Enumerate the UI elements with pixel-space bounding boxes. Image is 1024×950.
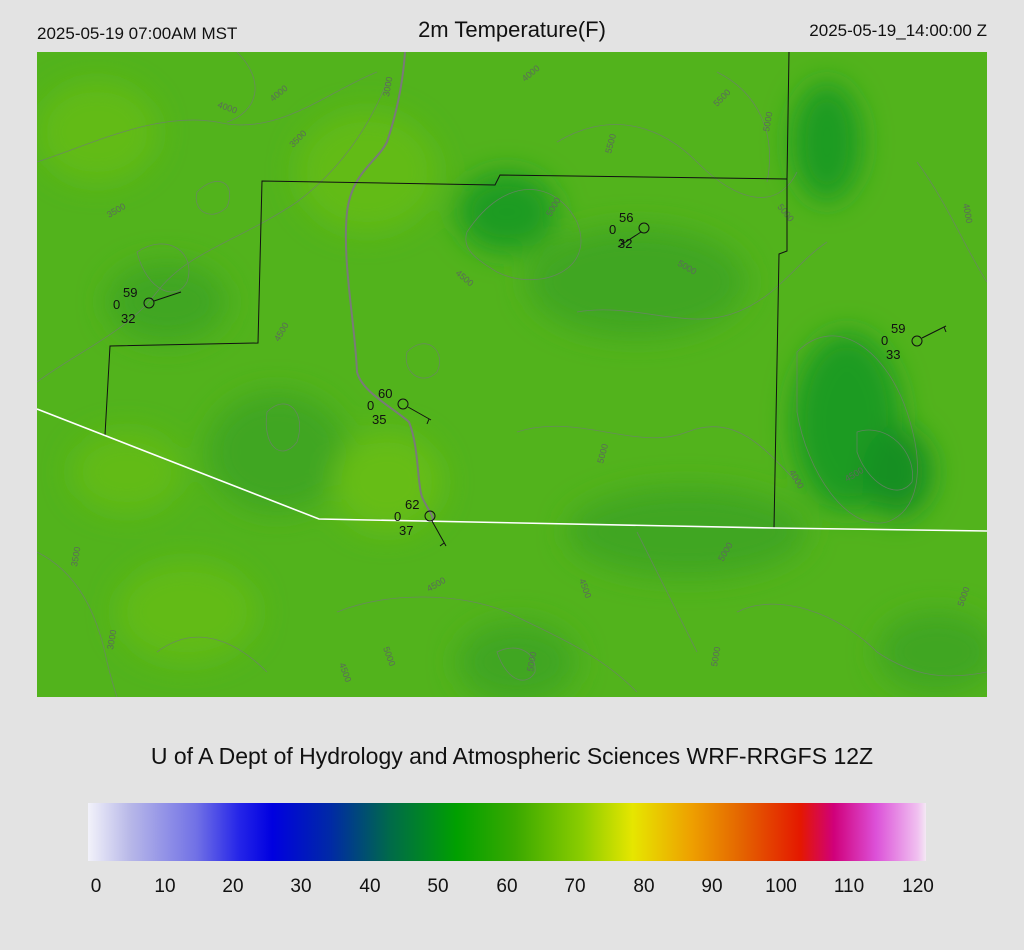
colorbar-tick: 60 — [496, 876, 518, 897]
colorbar-tick: 40 — [359, 876, 381, 897]
station-cloud-cover: 0 — [881, 333, 888, 348]
station-dewpoint: 33 — [886, 347, 900, 362]
colorbar-tick: 30 — [290, 876, 312, 897]
river — [344, 52, 434, 523]
colorbar-tick: 100 — [765, 876, 797, 897]
local-time-label: 2025-05-19 07:00AM MST — [37, 24, 238, 43]
temperature-shading — [37, 82, 987, 697]
contour-label: 3500 — [69, 546, 82, 567]
map-title: 2m Temperature(F) — [418, 17, 606, 42]
station-dewpoint: 35 — [372, 412, 386, 427]
colorbar-tick: 50 — [427, 876, 449, 897]
colorbar-tick: 0 — [90, 876, 102, 897]
station-temperature: 59 — [123, 285, 137, 300]
colorbar-tick: 80 — [633, 876, 655, 897]
contour-label: 4000 — [961, 203, 974, 224]
colorbar-tick: 120 — [902, 876, 934, 897]
contour-label: 3000 — [105, 629, 118, 650]
colorbar-tick: 70 — [564, 876, 586, 897]
station-dewpoint: 32 — [121, 311, 135, 326]
station-plot[interactable]: 59 0 32 — [113, 285, 182, 326]
colorbar-tick: 10 — [154, 876, 176, 897]
temperature-colorbar — [88, 803, 926, 861]
credit-line: U of A Dept of Hydrology and Atmospheric… — [150, 743, 874, 769]
colorbar-tick: 110 — [833, 876, 865, 897]
elevation-contours — [37, 52, 987, 697]
station-temperature: 60 — [378, 386, 392, 401]
station-temperature: 59 — [891, 321, 905, 336]
station-temperature: 56 — [619, 210, 633, 225]
contour-label: 5000 — [525, 651, 538, 672]
station-plot[interactable]: 59 0 33 — [881, 321, 947, 362]
station-plot[interactable]: 62 0 37 — [394, 497, 447, 547]
station-dewpoint: 37 — [399, 523, 413, 538]
station-cloud-cover: 0 — [113, 297, 120, 312]
station-plot[interactable]: 60 0 35 — [367, 386, 432, 427]
station-dewpoint: 32 — [618, 236, 632, 251]
contour-label: 3000 — [381, 76, 394, 97]
contour-label: 5000 — [709, 646, 722, 667]
station-cloud-cover: 0 — [394, 509, 401, 524]
county-boundaries — [104, 52, 790, 529]
station-temperature: 62 — [405, 497, 419, 512]
station-cloud-cover: 0 — [609, 222, 616, 237]
contour-label: 5000 — [761, 111, 774, 132]
colorbar-tick: 20 — [222, 876, 244, 897]
state-border — [37, 408, 987, 532]
utc-time-label: 2025-05-19_14:00:00 Z — [809, 21, 987, 40]
temperature-map[interactable]: 4000 4000 3500 3500 3000 4000 5500 5000 … — [37, 52, 987, 697]
station-cloud-cover: 0 — [367, 398, 374, 413]
station-plot[interactable]: 56 0 32 — [609, 210, 650, 251]
colorbar-tick: 90 — [701, 876, 723, 897]
